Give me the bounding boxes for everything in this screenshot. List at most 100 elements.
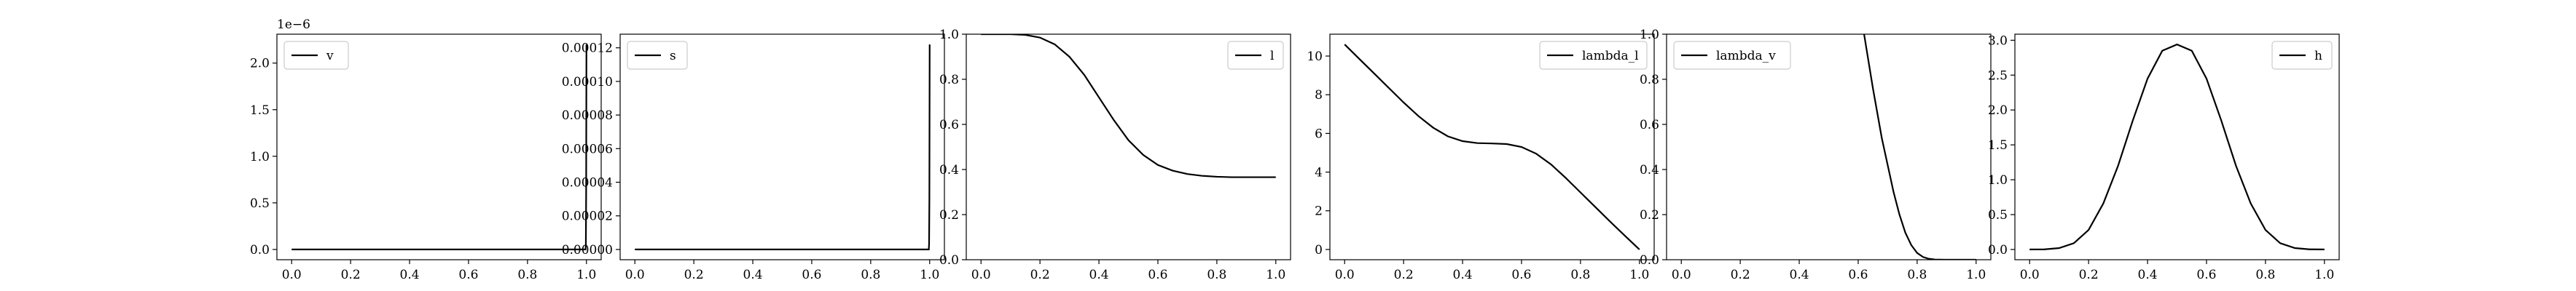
x-tick-label: 1.0	[576, 268, 596, 282]
y-tick-label: 1.5	[1988, 138, 2008, 153]
legend: s	[627, 41, 688, 70]
legend: l	[1227, 41, 1284, 70]
y-tick-label: 0.2	[939, 208, 959, 223]
series-line-l	[981, 34, 1276, 178]
x-tick-label: 0.8	[2255, 268, 2275, 282]
y-tick-label: 0.00012	[562, 41, 613, 56]
series-line-lambda_l	[1344, 44, 1640, 250]
chart-panel-6: 0.0 0.2 0.4 0.6 0.8 1.0 0.0 0.5 1.0 1.5 2.0 2.5 3.0 h	[1988, 33, 2340, 282]
y-tick-label: 0.6	[1640, 118, 1659, 132]
chart-panel-1: 0.0 0.2 0.4 0.6 0.8 1.0 0.0 0.5 1.0 1.5 2.0 1e−6 v	[250, 17, 602, 282]
legend-label: lambda_l	[1582, 49, 1639, 63]
legend-label: lambda_v	[1716, 49, 1776, 63]
x-tick-label: 0.2	[2079, 268, 2099, 282]
y-tick-label: 2	[1315, 204, 1323, 219]
legend-label: v	[326, 49, 334, 63]
y-tick-label: 0.00000	[562, 243, 613, 258]
x-tick-label: 0.8	[861, 268, 880, 282]
y-tick-label: 0.6	[939, 118, 959, 132]
y-tick-label: 0.0	[939, 253, 959, 268]
series-line-v	[291, 44, 587, 251]
y-tick-label: 0.0	[250, 243, 270, 258]
y-tick-label: 10	[1307, 49, 1323, 64]
y-offset-label: 1e−6	[277, 17, 310, 32]
y-tick-label: 0.0	[1988, 243, 2008, 258]
x-tick-label: 0.0	[625, 268, 645, 282]
legend: lambda_v	[1673, 41, 1791, 70]
x-tick-label: 0.0	[1672, 268, 1691, 282]
y-tick-label: 0.8	[1640, 73, 1659, 87]
x-tick-label: 0.6	[1848, 268, 1868, 282]
y-tick-label: 1.0	[1640, 28, 1659, 42]
legend: lambda_l	[1539, 41, 1648, 70]
y-tick-label: 0.4	[939, 163, 959, 178]
chart-panel-5: 0.0 0.2 0.4 0.6 0.8 1.0 0.0 0.2 0.4 0.6 0.8 1.0 lamb…	[1640, 28, 1992, 282]
y-tick-label: 1.0	[939, 28, 959, 42]
series-line-lambda_v	[1863, 34, 1976, 260]
y-tick-label: 0.4	[1640, 163, 1659, 178]
x-tick-label: 0.4	[1089, 268, 1109, 282]
x-tick-label: 0.2	[1394, 268, 1414, 282]
chart-panel-2: 0.0 0.2 0.4 0.6 0.8 1.0 0.00000 0.00002 0.00004 0…	[562, 33, 945, 282]
axes-frame	[1329, 33, 1655, 260]
axes-frame	[966, 33, 1291, 260]
axes-frame	[619, 33, 945, 260]
x-tick-label: 0.6	[2196, 268, 2216, 282]
y-tick-label: 0.00010	[562, 75, 613, 89]
series-line-h	[2029, 43, 2325, 251]
y-tick-label: 0.00008	[562, 108, 613, 123]
chart-panel-4: 0.0 0.2 0.4 0.6 0.8 1.0 0 2 4 6 8 10 lambda_l	[1307, 33, 1655, 282]
x-tick-label: 0.2	[1731, 268, 1750, 282]
y-tick-label: 0.00006	[562, 142, 613, 156]
y-tick-label: 0.2	[1640, 208, 1659, 223]
x-tick-label: 0.0	[971, 268, 991, 282]
y-tick-label: 0.5	[1988, 208, 2008, 223]
chart-panel-3: 0.0 0.2 0.4 0.6 0.8 1.0 0.0 0.2 0.4 0.6 0.8 1.0 l	[939, 28, 1291, 282]
x-tick-label: 0.4	[1453, 268, 1473, 282]
x-tick-label: 0.4	[1790, 268, 1809, 282]
y-tick-label: 0.00002	[562, 210, 613, 224]
y-tick-label: 2.5	[1988, 68, 2008, 83]
y-tick-label: 6	[1315, 127, 1323, 141]
x-tick-label: 0.8	[1907, 268, 1927, 282]
y-tick-label: 1.0	[1988, 173, 2008, 188]
x-tick-label: 1.0	[2314, 268, 2334, 282]
x-tick-label: 0.6	[802, 268, 821, 282]
y-tick-label: 0.8	[939, 73, 959, 87]
x-tick-label: 0.4	[2138, 268, 2158, 282]
legend-label: h	[2314, 49, 2322, 63]
axes-frame	[1666, 33, 1992, 260]
legend: v	[283, 41, 349, 70]
x-tick-label: 0.0	[2020, 268, 2040, 282]
x-tick-label: 0.6	[1148, 268, 1167, 282]
y-tick-label: 3.0	[1988, 33, 2008, 48]
x-tick-label: 1.0	[1266, 268, 1285, 282]
legend-label: l	[1270, 49, 1274, 63]
y-tick-label: 1.5	[250, 103, 270, 118]
y-tick-label: 4	[1315, 166, 1323, 180]
y-tick-label: 8	[1315, 88, 1323, 103]
axes-frame	[2014, 33, 2340, 260]
x-tick-label: 1.0	[1966, 268, 1986, 282]
legend-box	[1539, 41, 1648, 70]
x-tick-label: 0.0	[1335, 268, 1355, 282]
legend: h	[2271, 41, 2333, 70]
y-tick-label: 0.00004	[562, 176, 613, 191]
x-tick-label: 1.0	[920, 268, 939, 282]
x-tick-label: 0.4	[400, 268, 420, 282]
y-tick-label: 0.0	[1640, 253, 1659, 268]
x-tick-label: 0.2	[684, 268, 704, 282]
series-line-s	[635, 44, 931, 251]
x-tick-label: 0.2	[341, 268, 361, 282]
x-tick-label: 0.0	[282, 268, 302, 282]
x-tick-label: 1.0	[1629, 268, 1649, 282]
axes-frame	[276, 33, 602, 260]
x-tick-label: 0.6	[458, 268, 478, 282]
x-tick-label: 0.8	[1570, 268, 1590, 282]
y-tick-label: 1.0	[250, 150, 270, 164]
legend-box	[1673, 41, 1791, 70]
y-tick-label: 2.0	[1988, 103, 2008, 118]
y-tick-label: 2.0	[250, 57, 270, 71]
x-tick-label: 0.2	[1030, 268, 1050, 282]
